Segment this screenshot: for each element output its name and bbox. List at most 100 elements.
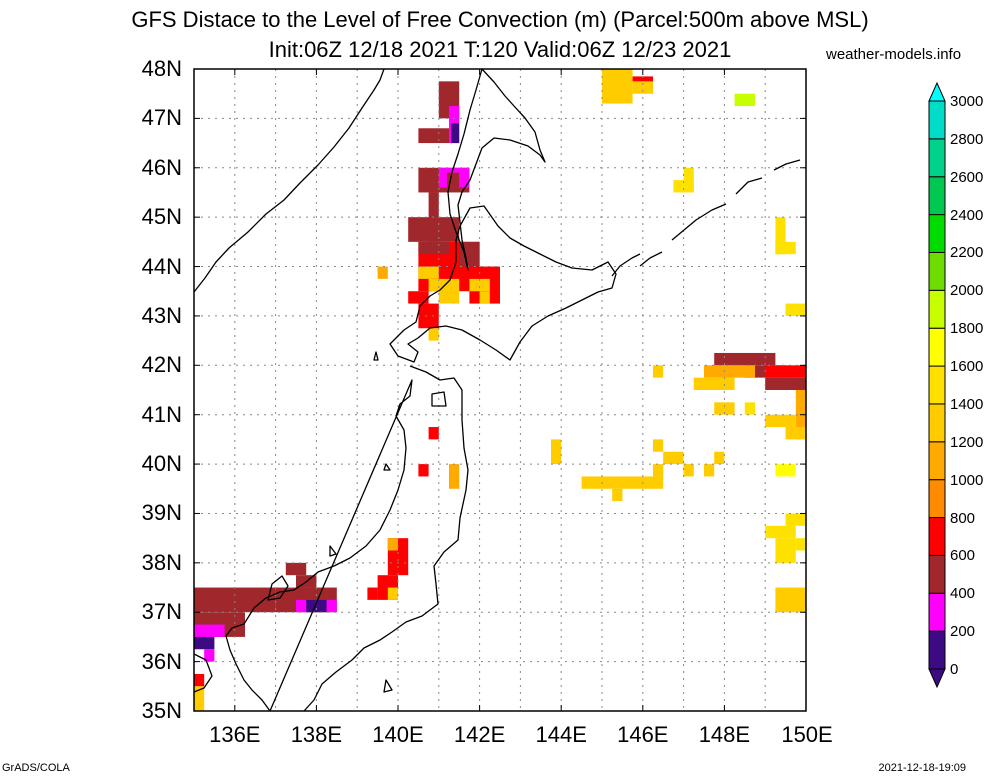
lfc-cell [775, 464, 796, 477]
colorbar-label: 2200 [950, 244, 984, 262]
colorbar-label: 2000 [950, 282, 984, 300]
colorbar-swatch [928, 592, 946, 632]
latitude-label: 43N [141, 302, 182, 328]
map-title-line-2: Init:06Z 12/18 2021 T:120 Valid:06Z 12/2… [268, 37, 732, 62]
colorbar-swatch [928, 176, 946, 216]
lfc-cell [785, 303, 806, 316]
colorbar-label: 0 [950, 661, 959, 678]
lfc-cell [438, 291, 460, 304]
colorbar-swatch [928, 138, 946, 178]
lfc-cell [418, 266, 439, 279]
lfc-cell [704, 464, 715, 477]
lfc-cell [765, 377, 806, 390]
latitude-label: 48N [141, 56, 182, 81]
longitude-label: 142E [453, 722, 506, 747]
longitude-label: 144E [535, 722, 587, 747]
colorbar-label: 2800 [950, 130, 984, 148]
lfc-cell [765, 525, 796, 539]
longitude-label: 138E [290, 722, 343, 747]
lfc-cell [765, 365, 806, 378]
lfc-cell [387, 587, 398, 600]
latitude-label: 39N [141, 500, 182, 526]
lfc-cell [449, 464, 460, 489]
lfc-cell [632, 76, 653, 82]
latitude-label: 37N [141, 599, 182, 625]
latitude-label: 46N [141, 154, 182, 180]
lfc-cell [714, 352, 776, 366]
lfc-cell [744, 402, 755, 415]
lfc-cell [418, 464, 429, 477]
lfc-cell [418, 128, 449, 144]
colorbar-label: 800 [950, 509, 976, 527]
lfc-cell [581, 476, 664, 489]
plot-frame [193, 68, 807, 712]
footer-timestamp: 2021-12-18-19:09 [878, 762, 966, 774]
lfc-cell [408, 291, 429, 304]
colorbar-label: 2400 [950, 206, 984, 224]
lfc-cell [602, 69, 633, 104]
latitude-label: 45N [141, 204, 182, 230]
colorbar-label: 3000 [950, 93, 984, 110]
colorbar-label: 1000 [950, 471, 984, 489]
lfc-cell [775, 538, 796, 563]
lfc-cell [428, 427, 439, 440]
latitude-label: 35N [141, 698, 182, 723]
lfc-cell [785, 427, 806, 440]
lfc-cell [428, 328, 439, 341]
lfc-cell [459, 241, 480, 267]
longitude-label: 136E [209, 722, 261, 747]
lfc-cell [194, 673, 205, 687]
lfc-cell [551, 439, 562, 465]
longitude-label: 146E [617, 722, 669, 747]
colorbar-label: 1200 [950, 433, 984, 451]
latitude-label: 47N [141, 105, 182, 131]
lfc-cell [765, 414, 796, 428]
lfc-cell [734, 93, 755, 107]
lfc-cell [795, 538, 806, 551]
lfc-cell [194, 686, 205, 711]
lfc-cell [683, 464, 694, 477]
lfc-cell [632, 81, 653, 94]
colorbar [928, 81, 946, 689]
lfc-field [194, 69, 806, 711]
lfc-cell [775, 217, 786, 255]
lfc-cell [704, 365, 755, 378]
lfc-cell [785, 513, 806, 526]
lfc-cell [714, 451, 725, 465]
lfc-cell [775, 587, 806, 613]
lfc-cell [418, 303, 439, 329]
lfc-cell [377, 266, 388, 279]
lfc-cell [306, 599, 327, 613]
lfc-cell [693, 377, 735, 390]
lfc-cell [653, 365, 664, 378]
colorbar-swatch [928, 403, 946, 443]
credit-label: weather-models.info [826, 46, 962, 63]
colorbar-swatch [928, 479, 946, 519]
colorbar-swatch [928, 100, 946, 140]
colorbar-swatch [928, 441, 946, 481]
colorbar-swatch [928, 365, 946, 405]
lfc-cell [194, 624, 225, 637]
colorbar-label: 200 [950, 623, 976, 641]
coastlines [194, 69, 801, 711]
colorbar-swatch [928, 517, 946, 556]
lfc-cell [428, 278, 460, 292]
graticule [194, 68, 807, 712]
lfc-cell [653, 464, 664, 477]
colorbar-swatch [928, 289, 946, 329]
colorbar-label: 600 [950, 547, 976, 565]
colorbar-label: 1400 [950, 395, 984, 413]
colorbar-label: 400 [950, 585, 976, 603]
lfc-cell [326, 599, 337, 613]
lfc-cell [387, 538, 398, 551]
lfc-cell [451, 123, 460, 144]
latitude-label: 44N [141, 253, 182, 279]
lfc-cell [663, 451, 684, 465]
longitude-label: 150E [781, 722, 833, 747]
lfc-cell [714, 402, 735, 415]
latitude-label: 38N [141, 549, 182, 575]
longitude-label: 148E [698, 722, 751, 747]
lfc-cell [653, 439, 664, 452]
lfc-cell [418, 241, 449, 255]
